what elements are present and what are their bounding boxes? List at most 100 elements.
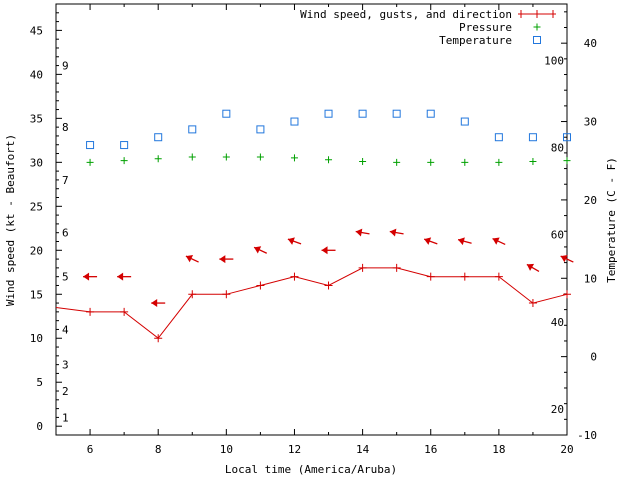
pressure-point [563,157,571,165]
wind-speed-point [426,272,435,281]
y-right-tick-label: 30 [584,116,597,129]
labels-layer: 6 8 10 12 14 16 18 20051015202530354045-1001020… [30,24,597,456]
temperature-point [528,133,537,142]
wind-speed-point [290,272,299,281]
temperature-point [426,109,435,118]
x-tick-label: 8 [155,443,162,456]
x-axis-label: Local time (America/Aruba) [225,463,397,476]
arrow-head [389,228,397,237]
temperature-point [256,125,265,134]
chart-legend: Wind speed, gusts, and direction Pressur… [300,8,556,47]
pressure-point [256,153,264,161]
wind-speed-point [154,334,163,343]
legend-temperature-label: Temperature [439,34,512,47]
beaufort-label: 4 [62,323,69,336]
wind-speed-point [563,290,571,299]
temperature-point [154,133,163,142]
arrow-head [526,263,535,271]
wind-speed-point [392,263,401,272]
x-tick-label: 16 [424,443,437,456]
arrow-head [117,272,124,281]
pressure-point [154,155,162,163]
legend-temperature-sample [533,36,541,44]
series-layer [55,109,574,343]
beaufort-label: 6 [62,227,69,240]
wind-direction-arrow [355,228,370,237]
wind-speed-point [86,307,95,316]
arrow-head [287,237,295,245]
wind-direction-arrow [83,272,98,281]
legend-wind-label: Wind speed, gusts, and direction [300,8,512,21]
y-left-tick-label: 35 [30,112,43,125]
wind-direction-arrow [117,272,132,281]
arrow-head [560,255,568,263]
pressure-point [325,156,333,164]
arrow-head [185,255,194,263]
wind-direction-arrow [321,246,336,255]
pressure-point [120,157,128,165]
temperature-point [460,117,469,126]
wind-speed-point [324,281,333,290]
arrow-head [321,246,328,255]
y-left-tick-label: 10 [30,332,43,345]
wind-direction-arrow [219,255,234,264]
pressure-point [393,158,401,166]
wind-direction-arrow [560,255,574,263]
wind-speed-point [460,272,469,281]
wind-direction-arrow [457,237,472,246]
wind-speed-point [494,272,503,281]
wind-direction-arrow [492,237,506,246]
wind-direction-arrow [253,246,268,254]
beaufort-label: 3 [62,359,69,372]
pressure-point [290,154,298,162]
y-left-tick-label: 20 [30,244,43,257]
x-tick-label: 12 [288,443,301,456]
pressure-point [222,153,230,161]
temperature-point [290,117,299,126]
y-right-tick-label: 10 [584,272,597,285]
wind-direction-arrow [151,299,166,308]
beaufort-label: 9 [62,60,69,73]
temperature-point [324,109,333,118]
temperature-point [392,109,401,118]
arrow-head [492,237,500,245]
pressure-point [461,158,469,166]
fahrenheit-label: 100 [544,54,564,67]
y-axis-left-label: Wind speed (kt - Beaufort) [4,134,17,306]
axes-layer [55,3,568,436]
x-tick-label: 6 [87,443,94,456]
pressure-point [188,153,196,161]
arrow-head [458,237,465,246]
beaufort-label: 1 [62,411,69,424]
temperature-point [120,141,129,150]
beaufort-label: 7 [62,174,69,187]
fahrenheit-label: 60 [551,228,564,241]
arrow-head [219,255,226,264]
arrow-head [83,272,90,281]
temperature-point [494,133,503,142]
temperature-point [222,109,231,118]
fahrenheit-label: 20 [551,403,564,416]
temperature-point [86,141,95,150]
beaufort-label: 2 [62,385,69,398]
wind-direction-arrow [423,237,438,245]
pressure-point [427,158,435,166]
fahrenheit-label: 80 [551,141,564,154]
y-left-tick-label: 15 [30,288,43,301]
y-right-tick-label: 40 [584,37,597,50]
temperature-point [563,133,571,142]
wind-speed-point [120,307,129,316]
temperature-point [358,109,367,118]
wind-speed-point [528,299,537,308]
legend-pressure-label: Pressure [459,21,512,34]
y-left-tick-label: 5 [36,376,43,389]
beaufort-label: 8 [62,121,69,134]
pressure-point [86,158,94,166]
legend-pressure-sample [533,23,541,31]
wind-direction-arrow [185,255,199,263]
wind-speed-point [358,263,367,272]
arrow-head [254,246,262,254]
pressure-point [495,158,503,166]
wind-direction-arrow [526,263,540,272]
